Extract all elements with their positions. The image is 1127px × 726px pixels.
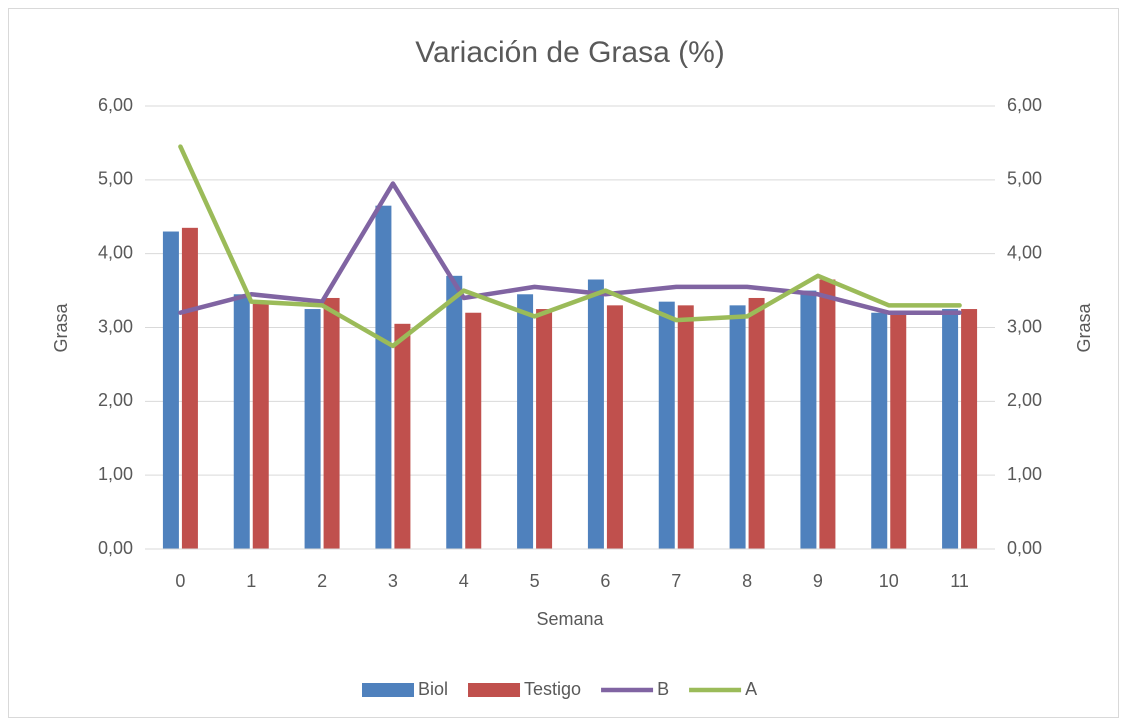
legend-label: Biol <box>418 679 448 699</box>
line <box>178 144 962 349</box>
y2-tick-label: 6,00 <box>1007 95 1042 115</box>
bar <box>375 205 392 550</box>
x-tick-label: 4 <box>459 571 469 591</box>
bar <box>677 305 694 549</box>
x-tick-label: 11 <box>950 571 969 591</box>
bar <box>162 231 179 549</box>
legend-label: Testigo <box>524 679 581 699</box>
bar <box>729 305 746 549</box>
bar <box>819 279 836 549</box>
x-tick-label: 6 <box>600 571 610 591</box>
y2-tick-label: 3,00 <box>1007 316 1042 336</box>
bar <box>536 309 553 549</box>
y2-tick-label: 5,00 <box>1007 169 1042 189</box>
bar <box>517 294 534 549</box>
x-tick-label: 0 <box>175 571 185 591</box>
x-tick-label: 8 <box>742 571 752 591</box>
y-tick-label: 4,00 <box>98 242 133 262</box>
bar <box>871 312 888 549</box>
bar <box>606 305 623 549</box>
x-tick-label: 9 <box>813 571 823 591</box>
y-tick-label: 1,00 <box>98 464 133 484</box>
x-axis-title: Semana <box>536 609 604 629</box>
bar <box>181 227 198 549</box>
legend-label: A <box>745 679 757 699</box>
y-axis-title: Grasa <box>51 303 71 353</box>
y-tick-label: 2,00 <box>98 390 133 410</box>
bar <box>800 290 817 549</box>
chart-title: Variación de Grasa (%) <box>415 36 725 69</box>
legend-swatch <box>468 683 521 697</box>
line <box>178 181 962 315</box>
x-tick-label: 2 <box>317 571 327 591</box>
bar <box>323 297 340 549</box>
y2-tick-label: 4,00 <box>1007 242 1042 262</box>
x-tick-label: 10 <box>879 571 899 591</box>
y2-tick-label: 0,00 <box>1007 538 1042 558</box>
legend-swatch <box>362 683 414 697</box>
x-tick-label: 7 <box>671 571 681 591</box>
bar <box>252 301 269 549</box>
bar <box>942 309 959 549</box>
legend-label: B <box>657 679 669 699</box>
bar <box>233 294 250 549</box>
bar <box>890 312 907 549</box>
bar <box>304 309 321 549</box>
y-tick-label: 0,00 <box>98 538 133 558</box>
bar <box>394 323 411 549</box>
y2-tick-label: 2,00 <box>1007 390 1042 410</box>
x-tick-label: 5 <box>530 571 540 591</box>
y2-tick-label: 1,00 <box>1007 464 1042 484</box>
bar <box>961 309 978 549</box>
bar <box>465 312 482 549</box>
y2-axis-title: Grasa <box>1074 303 1094 353</box>
bar <box>446 275 463 549</box>
y-tick-label: 6,00 <box>98 95 133 115</box>
bar <box>587 279 604 549</box>
y-tick-label: 5,00 <box>98 169 133 189</box>
x-tick-label: 1 <box>246 571 256 591</box>
y-tick-label: 3,00 <box>98 316 133 336</box>
bar <box>658 301 675 549</box>
x-tick-label: 3 <box>388 571 398 591</box>
bar <box>748 297 765 549</box>
